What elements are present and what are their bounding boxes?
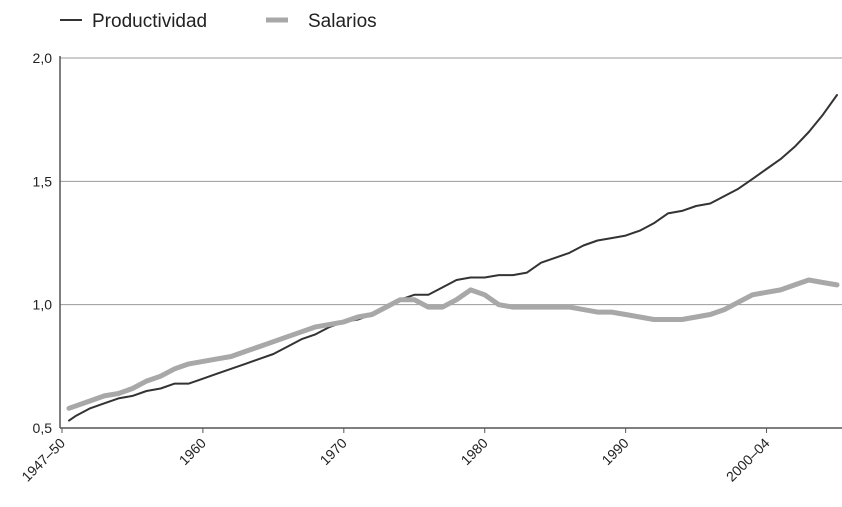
- x-tick-label: 1990: [598, 435, 631, 468]
- legend-label-salarios: Salarios: [308, 11, 377, 32]
- series-lines: [66, 94, 840, 422]
- x-tick-label: 1947–50: [18, 435, 68, 485]
- axes: [59, 56, 842, 433]
- series-line-salarios: [66, 277, 840, 411]
- y-tick-label: 1,0: [33, 297, 53, 313]
- y-tick-label: 1,5: [33, 173, 53, 189]
- series-line-productividad: [68, 94, 838, 422]
- legend-label-productividad: Productividad: [92, 11, 207, 32]
- x-tick-label: 1970: [317, 435, 350, 468]
- y-tick-label: 2,0: [33, 50, 53, 66]
- gridlines: [60, 57, 842, 306]
- x-tick-labels: 1947–50 1960 1970 1980 1990 2000–04: [18, 435, 773, 485]
- y-tick-labels: 0,5 1,0 1,5 2,0: [33, 50, 53, 436]
- x-tick-label: 1980: [458, 435, 491, 468]
- x-tick-label: 2000–04: [723, 435, 773, 485]
- legend: Productividad Salarios: [60, 11, 377, 32]
- y-tick-label: 0,5: [33, 420, 53, 436]
- x-tick-label: 1960: [176, 435, 209, 468]
